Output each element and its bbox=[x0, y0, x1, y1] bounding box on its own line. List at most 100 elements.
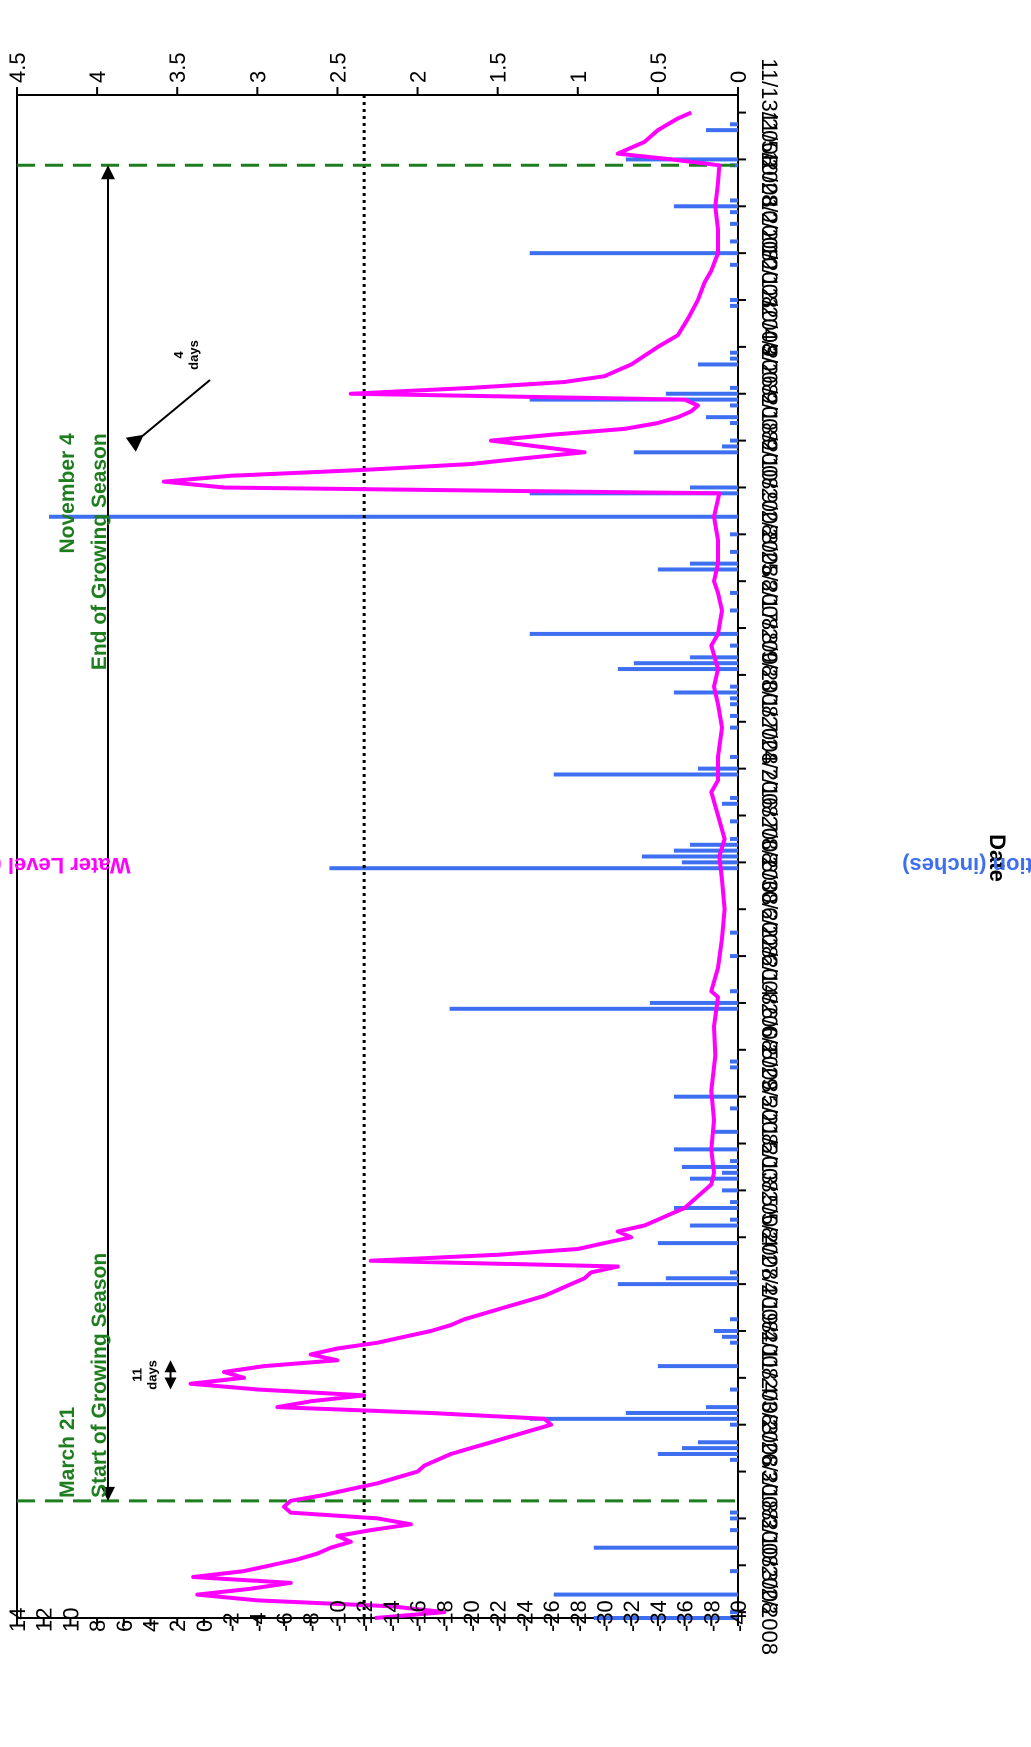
x-tick-label: 9/10/2008 bbox=[757, 439, 782, 537]
precipitation-bar bbox=[729, 1457, 738, 1462]
x-tick-label: 3/26/2008 bbox=[757, 1423, 782, 1521]
arrow-head bbox=[164, 1360, 177, 1373]
precipitation-bar bbox=[713, 1129, 738, 1134]
precipitation-bar bbox=[673, 204, 738, 209]
growing-season-start-label: Start of Growing Season bbox=[88, 1253, 111, 1498]
precipitation-bar bbox=[649, 1000, 738, 1005]
arrow-head bbox=[101, 1486, 115, 1501]
precipitation-bar bbox=[729, 930, 738, 935]
x-tick-label: 3/18/2008 bbox=[757, 1469, 782, 1567]
precipitation-bar bbox=[689, 485, 738, 490]
precipitation-bar bbox=[729, 385, 738, 390]
y-left-tick-label: -18 bbox=[432, 1600, 457, 1632]
y-left-tick-label: 0 bbox=[192, 1620, 217, 1632]
annotation-label: 11 bbox=[130, 1368, 145, 1382]
precipitation-bar bbox=[449, 1006, 738, 1011]
precipitation-bar bbox=[729, 1217, 738, 1222]
precipitation-bar bbox=[681, 860, 738, 865]
precipitation-bar bbox=[729, 549, 738, 554]
precipitation-bar bbox=[729, 1270, 738, 1275]
precipitation-bar bbox=[729, 1610, 738, 1615]
precipitation-bar bbox=[705, 415, 738, 420]
precipitation-bar bbox=[689, 561, 738, 566]
y-left-tick-label: -40 bbox=[726, 1600, 751, 1632]
precipitation-bar bbox=[329, 866, 738, 871]
y-right-tick-label: 3.5 bbox=[165, 52, 190, 83]
precipitation-bar bbox=[625, 1410, 738, 1415]
x-tick-label: 5/29/2008 bbox=[757, 1048, 782, 1146]
precipitation-bar bbox=[665, 1276, 738, 1281]
precipitation-bar bbox=[729, 713, 738, 718]
precipitation-bar bbox=[593, 1616, 738, 1620]
precipitation-bar bbox=[657, 1451, 738, 1456]
precipitation-bar bbox=[729, 696, 738, 701]
y-right-tick-label: 2.5 bbox=[325, 52, 350, 83]
y-right-tick-label: 3 bbox=[245, 71, 270, 83]
precipitation-bar bbox=[633, 450, 738, 455]
precipitation-bar bbox=[721, 1334, 738, 1339]
precipitation-bar bbox=[729, 1317, 738, 1322]
precipitation-bar bbox=[529, 631, 738, 636]
y-left-tick-label: -36 bbox=[673, 1600, 698, 1632]
x-tick-label: 9/18/2008 bbox=[757, 392, 782, 490]
precipitation-bar bbox=[673, 848, 738, 853]
y-left-tick-label: 4 bbox=[139, 1620, 164, 1632]
y-right-tick-label: 2 bbox=[406, 71, 431, 83]
y-left-tick-label: 2 bbox=[165, 1620, 190, 1632]
precipitation-bar bbox=[529, 251, 738, 256]
y-left-tick-label: -22 bbox=[486, 1600, 511, 1632]
y-left-tick-label: -4 bbox=[245, 1612, 270, 1632]
x-tick-label: 6/14/2008 bbox=[757, 954, 782, 1052]
x-tick-label: 9/2/2008 bbox=[757, 492, 782, 578]
x-tick-label: 7/8/2008 bbox=[757, 820, 782, 906]
y-right-tick-label: 0 bbox=[726, 71, 751, 83]
precipitation-bar bbox=[729, 608, 738, 613]
precipitation-bar bbox=[729, 1516, 738, 1521]
y-left-tick-label: -26 bbox=[539, 1600, 564, 1632]
arrow-head bbox=[101, 165, 115, 180]
precipitation-bar bbox=[697, 362, 738, 367]
x-tick-label: 6/30/2008 bbox=[757, 860, 782, 958]
y-left-tick-label: 12 bbox=[32, 1608, 57, 1632]
y-left-tick-label: -6 bbox=[272, 1612, 297, 1632]
precipitation-bar bbox=[657, 1241, 738, 1246]
y-left-tick-label: -8 bbox=[299, 1612, 324, 1632]
precipitation-bar bbox=[673, 690, 738, 695]
precipitation-bar bbox=[729, 836, 738, 841]
precipitation-bar bbox=[729, 421, 738, 426]
precipitation-bar bbox=[705, 1405, 738, 1410]
annotation-label: days bbox=[186, 340, 201, 370]
precipitation-bar bbox=[729, 403, 738, 408]
precipitation-bar bbox=[729, 1200, 738, 1205]
growing-season-end-label: End of Growing Season bbox=[88, 433, 111, 670]
precipitation-bar bbox=[721, 1170, 738, 1175]
x-tick-label: 4/3/2008 bbox=[757, 1382, 782, 1468]
precipitation-bar bbox=[617, 667, 738, 672]
plot-layer: March 21 Start of Growing Season November … bbox=[5, 52, 782, 1655]
precipitation-bar bbox=[729, 643, 738, 648]
precipitation-bar bbox=[729, 989, 738, 994]
x-tick-label: 10/12/2008 bbox=[757, 245, 782, 355]
x-axis-label: Date bbox=[985, 834, 1010, 882]
y-left-tick-label: -24 bbox=[512, 1600, 537, 1632]
precipitation-bar bbox=[729, 356, 738, 361]
precipitation-bar bbox=[713, 1328, 738, 1333]
x-tick-label: 11/5/2008 bbox=[757, 111, 782, 207]
x-tick-label: 4/27/2008 bbox=[757, 1235, 782, 1333]
precipitation-bar bbox=[553, 772, 738, 777]
annotation-label: 4 bbox=[171, 351, 186, 359]
y-left-tick-label: 14 bbox=[5, 1608, 30, 1632]
arrow-head bbox=[125, 434, 144, 452]
y-left-tick-label: -32 bbox=[619, 1600, 644, 1632]
precipitation-bar bbox=[729, 298, 738, 303]
precipitation-bar bbox=[705, 128, 738, 133]
y-axis-right-label: Precipitation (inches) bbox=[902, 853, 1031, 878]
precipitation-bar bbox=[729, 725, 738, 730]
precipitation-bar bbox=[697, 1440, 738, 1445]
precipitation-bar bbox=[729, 590, 738, 595]
precipitation-bar bbox=[729, 819, 738, 824]
precipitation-bar bbox=[729, 702, 738, 707]
x-tick-label: 10/20/2008 bbox=[757, 198, 782, 308]
water-level-line bbox=[161, 110, 727, 1620]
